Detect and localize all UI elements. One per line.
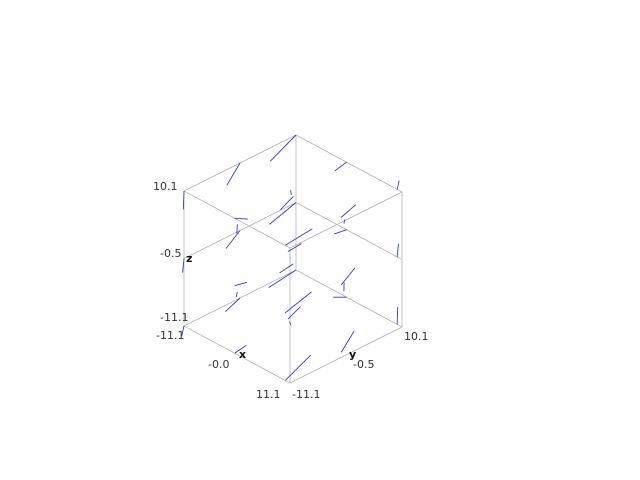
vector-arrow	[284, 291, 312, 314]
vector-arrow	[181, 325, 185, 336]
box-edge	[183, 325, 291, 384]
vector-arrow	[289, 321, 292, 326]
vector-arrow	[343, 219, 346, 224]
x-tick-min: -11.1	[156, 329, 184, 342]
vector-arrow	[396, 306, 399, 325]
vector-arrow	[226, 162, 241, 186]
vector-arrow	[268, 269, 297, 288]
vector-arrow	[287, 243, 302, 252]
box-edge	[295, 269, 403, 328]
vector-arrow	[333, 229, 347, 235]
vector-arrow	[340, 204, 357, 218]
vector-arrow	[269, 202, 297, 225]
vector-arrow	[182, 190, 185, 210]
vector-arrow	[396, 243, 399, 257]
y-tick-mid: -0.5	[353, 358, 374, 371]
vector-arrow	[287, 306, 301, 320]
x-axis-label: x	[239, 348, 246, 361]
vector-arrow	[235, 291, 238, 298]
vector-arrow	[340, 267, 356, 286]
vector-arrow	[284, 354, 312, 381]
grid-line	[295, 202, 403, 260]
vector-arrow	[279, 263, 294, 274]
z-tick-mid: -0.5	[160, 247, 181, 260]
z-tick-max: 10.1	[153, 180, 178, 193]
vector-field	[181, 134, 400, 381]
y-tick-min: -11.1	[292, 388, 320, 401]
box-edge	[289, 191, 403, 249]
z-axis-label: z	[186, 252, 192, 265]
x-tick-mid: -0.0	[208, 358, 229, 371]
y-axis-label: y	[349, 348, 356, 361]
vector-arrow	[396, 180, 400, 190]
vector-arrow	[234, 345, 247, 354]
box-edge	[295, 134, 403, 193]
z-tick-min: -11.1	[160, 311, 188, 324]
vector-arrow	[284, 228, 313, 246]
bounding-box	[183, 134, 403, 384]
vector-arrow	[290, 190, 292, 196]
vector-arrow	[224, 297, 241, 313]
vector-arrow	[269, 134, 297, 162]
vector-arrow	[182, 258, 185, 273]
y-tick-max: 10.1	[404, 330, 429, 343]
x-tick-max: 11.1	[256, 388, 281, 401]
vector-arrow	[234, 281, 248, 287]
vector-arrow	[234, 217, 248, 220]
box-edge	[289, 326, 403, 384]
vector-arrow	[340, 330, 355, 353]
box-edge	[183, 190, 291, 249]
vector-arrow	[225, 230, 241, 249]
vector-arrow	[280, 196, 294, 211]
vector-arrow	[334, 161, 347, 172]
